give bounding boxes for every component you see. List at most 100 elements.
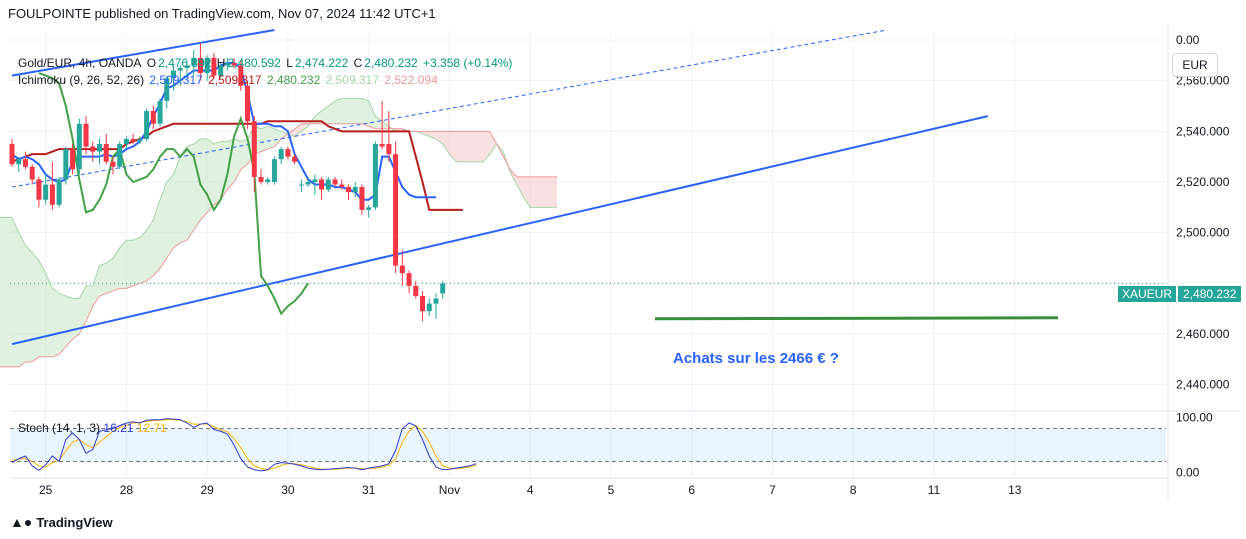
candle <box>16 156 22 172</box>
cloud-segment <box>240 138 248 170</box>
candle <box>22 151 28 170</box>
ichimoku-legend: Ichimoku (9, 26, 52, 26) 2,509.317 2,509… <box>18 73 440 87</box>
chikou-value: 2,480.232 <box>266 73 321 87</box>
candle-body <box>177 68 183 71</box>
currency-button[interactable]: EUR <box>1172 53 1218 77</box>
cloud-segment <box>180 146 187 243</box>
cloud-segment <box>52 288 60 357</box>
cloud-segment <box>106 258 113 294</box>
cloud-segment <box>133 237 140 286</box>
cloud-segment <box>5 217 12 367</box>
high-label: H <box>216 56 226 70</box>
candle <box>413 280 419 299</box>
candle-body <box>63 149 69 180</box>
cloud-segment <box>449 131 457 162</box>
time-tick-label: 29 <box>200 483 214 497</box>
cloud-segment <box>442 131 450 155</box>
candle <box>184 60 190 79</box>
candle-body <box>298 184 304 186</box>
candle <box>372 141 378 210</box>
stoch-d-value: 12.71 <box>136 421 167 435</box>
candle-body <box>366 207 372 210</box>
cloud-segment <box>160 182 167 269</box>
open-value: 2,476.892 <box>158 56 212 70</box>
candle-body <box>238 65 244 86</box>
candle-body <box>218 65 224 76</box>
cloud-segment <box>328 100 336 124</box>
cloud-segment <box>516 176 524 198</box>
candle-body <box>386 144 392 155</box>
cloud-segment <box>65 296 73 347</box>
candle-body <box>346 187 351 193</box>
candle-body <box>103 144 109 162</box>
cloud-segment <box>355 98 362 124</box>
cloud-segment <box>321 106 329 124</box>
candle <box>49 161 55 210</box>
change-value: +3.358 (+0.14%) <box>423 56 513 70</box>
cloud-segment <box>86 285 93 322</box>
cloud-segment <box>456 131 463 162</box>
publisher-line: FOULPOINTE published on TradingView.com,… <box>8 6 436 21</box>
candle <box>426 298 432 317</box>
candle <box>204 55 210 81</box>
candle-body <box>29 166 35 180</box>
candle <box>238 60 244 91</box>
price-tag-symbol: XAUEUR <box>1118 286 1177 302</box>
support-line <box>654 316 1059 321</box>
cloud-segment <box>173 156 181 248</box>
time-tick-label: Nov <box>439 483 460 497</box>
candle-body <box>70 149 76 170</box>
cloud-segment <box>287 128 295 137</box>
candle-body <box>339 184 345 188</box>
candle-body <box>231 62 237 66</box>
candle <box>332 176 338 188</box>
candle <box>83 116 89 155</box>
candle-body <box>16 159 22 165</box>
time-tick-label: 6 <box>688 483 695 497</box>
symbol-legend: Gold/EUR, 4h, OANDA O 2,476.892 H 2,480.59… <box>18 56 514 70</box>
candle <box>110 156 116 175</box>
candle-body <box>245 85 251 122</box>
footer-brand: TradingView <box>36 515 113 530</box>
stoch-d-line <box>11 419 477 471</box>
cloud-segment <box>375 116 383 129</box>
time-tick-label: 5 <box>608 483 615 497</box>
symbol-name: Gold/EUR, 4h, OANDA <box>18 56 142 70</box>
price-tick-label: 2,520.000 <box>1176 175 1230 189</box>
candle <box>379 100 385 150</box>
candle <box>63 146 69 185</box>
cloud-segment <box>462 131 470 162</box>
tradingview-footer[interactable]: ▲● TradingView <box>10 514 113 530</box>
candle <box>70 144 76 175</box>
candle-body <box>56 179 62 205</box>
candle <box>386 111 392 162</box>
candle <box>197 42 203 81</box>
cloud-segment <box>79 285 87 334</box>
candle <box>245 80 251 129</box>
cloud-segment <box>72 298 80 340</box>
senkou-b-value: 2,522.094 <box>384 73 438 87</box>
cloud-segment <box>489 131 497 155</box>
candle-body <box>197 57 203 74</box>
ichimoku-label: Ichimoku (9, 26, 52, 26) <box>18 73 145 87</box>
candle <box>292 154 298 165</box>
candle-body <box>413 285 419 296</box>
candle-body <box>90 146 96 152</box>
grid <box>10 24 1240 500</box>
candle-body <box>137 138 143 142</box>
candle-body <box>171 70 177 79</box>
stoch-label: Stoch (14, 1, 3) <box>18 421 101 435</box>
ichimoku-lines <box>10 61 1166 316</box>
cloud-segment <box>25 245 33 362</box>
stoch-k-line <box>11 418 477 472</box>
candle <box>130 133 136 144</box>
candle-body <box>204 57 210 74</box>
candle <box>359 184 365 215</box>
candle-body <box>36 179 42 200</box>
candle <box>123 136 129 150</box>
candle <box>339 179 345 190</box>
stochastic-pane <box>10 418 1166 472</box>
candle <box>285 146 291 160</box>
candle-body <box>191 57 197 66</box>
